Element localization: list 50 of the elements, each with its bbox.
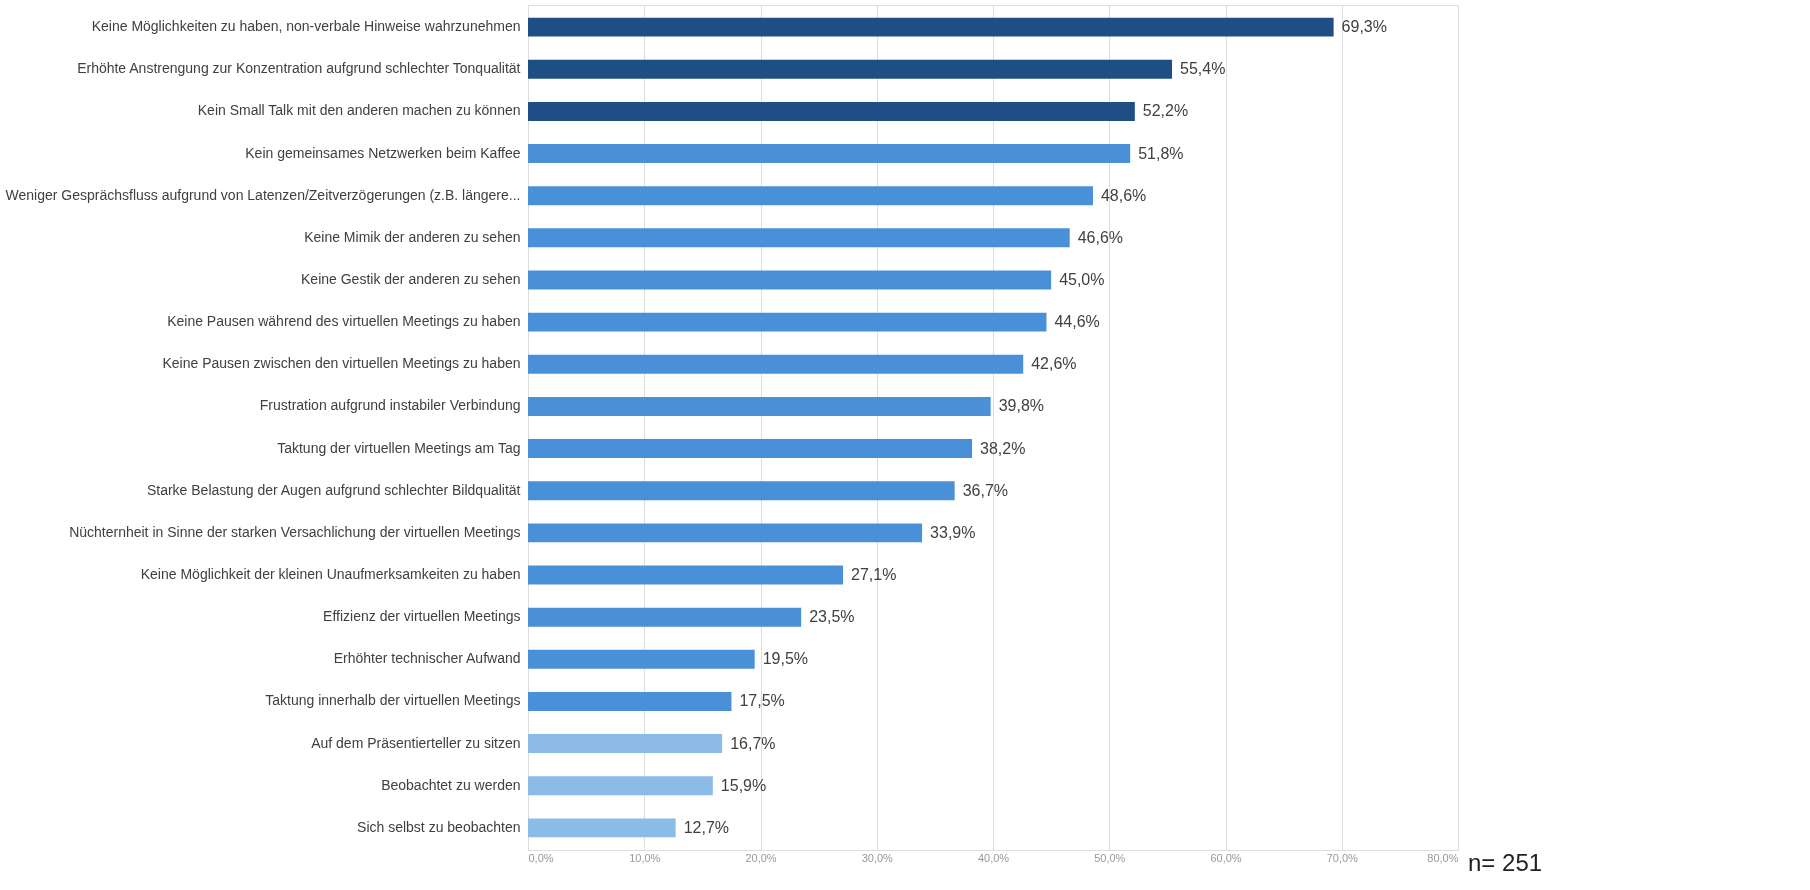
text: n= 251	[1468, 849, 1543, 876]
y-tick-label: Weniger Gesprächsfluss aufgrund von Latenzen/Zeitverzögerungen (z.B. längere...	[5, 186, 521, 203]
y-tick-label: Erhöhter technischer Aufwand	[333, 650, 521, 667]
data-label: 38,2%	[980, 439, 1026, 457]
y-tick-label: Keine Pausen während des virtuellen Meetings zu haben	[167, 313, 521, 330]
data-label: 27,1%	[851, 566, 897, 584]
y-tick-label: Frustration aufgrund instabiler Verbindung	[259, 397, 521, 414]
y-tick-label: Kein gemeinsames Netzwerken beim Kaffee	[245, 144, 521, 161]
y-tick-label: Sich selbst zu beobachten	[357, 818, 521, 835]
data-label: 23,5%	[809, 608, 855, 626]
y-tick-label: Nüchternheit in Sinne der starken Versachlichung der virtuellen Meetings	[69, 523, 521, 540]
y-tick-label: Keine Pausen zwischen den virtuellen Meetings zu haben	[162, 355, 521, 372]
data-label: 33,9%	[930, 523, 976, 541]
data-label: 46,6%	[1077, 228, 1124, 246]
y-tick-label: Effizienz der virtuellen Meetings	[323, 608, 521, 625]
data-label: 12,7%	[683, 818, 730, 836]
y-tick-label: Keine Gestik der anderen zu sehen	[301, 270, 521, 287]
y-tick-label: Keine Mimik der anderen zu sehen	[304, 228, 521, 245]
x-tick-label: 20,0%	[745, 851, 777, 864]
y-tick-label: Auf dem Präsentierteller zu sitzen	[311, 734, 521, 751]
x-tick-label: 40,0%	[977, 851, 1010, 864]
x-tick-label: 50,0%	[1094, 851, 1126, 864]
x-tick-label: 60,0%	[1210, 851, 1242, 864]
data-label: 42,6%	[1031, 355, 1077, 373]
y-tick-label: Beobachtet zu werden	[381, 776, 521, 793]
data-label: 51,8%	[1138, 144, 1184, 162]
data-label: 48,6%	[1100, 186, 1147, 204]
x-tick-label: 80,0%	[1427, 851, 1459, 864]
y-tick-label: Kein Small Talk mit den anderen machen zu können	[197, 102, 521, 119]
data-label: 45,0%	[1059, 270, 1105, 288]
x-tick-label: 10,0%	[629, 851, 661, 864]
x-tick-label: 0,0%	[528, 851, 554, 864]
y-tick-label: Erhöhte Anstrengung zur Konzentration aufgrund schlechter Tonqualität	[77, 60, 521, 77]
y-tick-label: Taktung innerhalb der virtuellen Meetings	[265, 692, 521, 709]
data-label: 55,4%	[1180, 60, 1226, 78]
data-label: 19,5%	[762, 650, 809, 668]
y-tick-label: Taktung der virtuellen Meetings am Tag	[277, 439, 521, 456]
data-label: 52,2%	[1142, 102, 1189, 120]
y-tick-label: Keine Möglichkeit der kleinen Unaufmerksamkeiten zu haben	[140, 566, 521, 583]
data-label: 36,7%	[962, 481, 1009, 499]
data-label: 17,5%	[739, 692, 785, 710]
y-tick-label: Keine Möglichkeiten zu haben, non-verbale Hinweise wahrzunehmen	[91, 18, 521, 35]
data-label: 16,7%	[730, 734, 776, 752]
x-tick-label: 70,0%	[1326, 851, 1359, 864]
x-tick-label: 30,0%	[861, 851, 894, 864]
data-label: 69,3%	[1341, 18, 1387, 36]
data-label: 39,8%	[998, 397, 1045, 415]
data-label: 15,9%	[720, 776, 767, 794]
y-tick-label: Starke Belastung der Augen aufgrund schlechter Bildqualität	[146, 481, 521, 498]
data-label: 44,6%	[1054, 313, 1100, 331]
